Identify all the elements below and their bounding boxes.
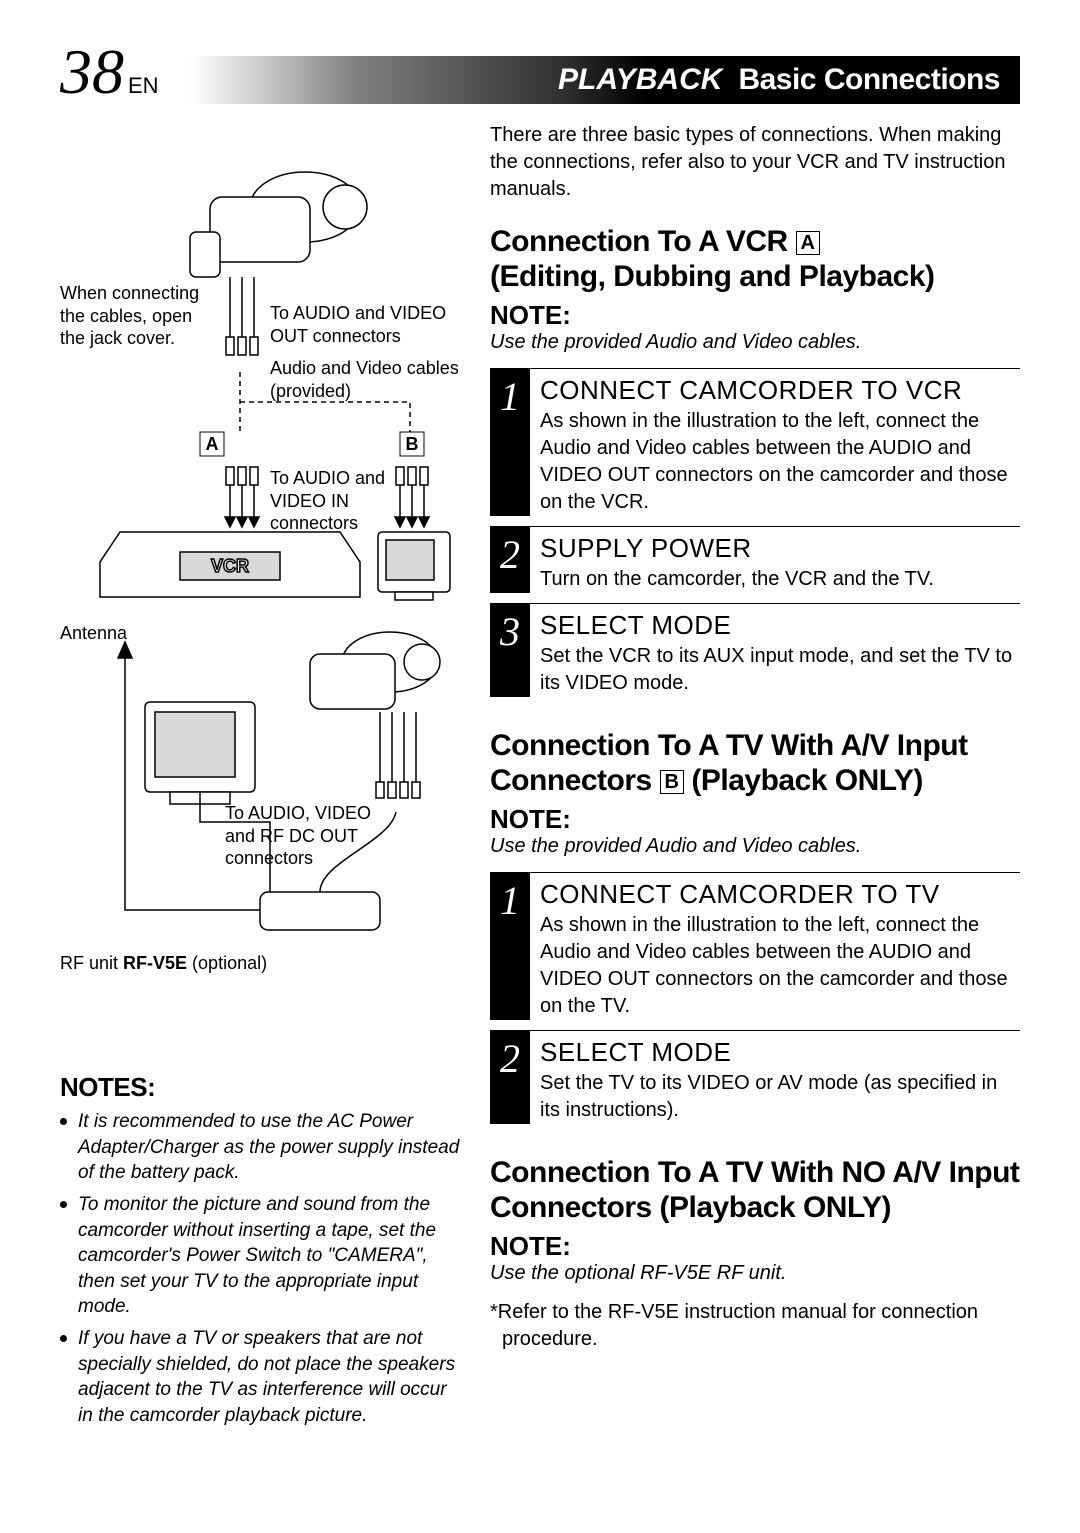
svg-text:B: B — [406, 434, 419, 454]
vcr-title-letter: A — [796, 231, 820, 255]
label-av-in: To AUDIO and VIDEO IN connectors — [270, 467, 410, 535]
vcr-step-1: 1 CONNECT CAMCORDER TO VCR As shown in t… — [490, 368, 1020, 516]
lang-code: EN — [128, 73, 159, 98]
label-jack-cover: When connecting the cables, open the jac… — [60, 282, 210, 350]
title-italic: PLAYBACK — [558, 63, 722, 97]
section-tv-av: Connection To A TV With A/V Input Connec… — [490, 729, 1020, 1124]
step-number: 2 — [490, 1031, 530, 1124]
title-plain: Basic Connections — [738, 63, 1000, 97]
label-cables: Audio and Video cables (provided) — [270, 357, 460, 402]
tvnoav-note-label: NOTE: — [490, 1231, 1020, 1262]
diagram-svg: A B — [60, 122, 460, 1042]
vcr-note-text: Use the provided Audio and Video cables. — [490, 331, 1020, 354]
vcr-note-label: NOTE: — [490, 300, 1020, 331]
tvnoav-note-text: Use the optional RF-V5E RF unit. — [490, 1262, 1020, 1285]
notes-heading: NOTES: — [60, 1072, 460, 1103]
step-text: Set the TV to its VIDEO or AV mode (as s… — [540, 1070, 1020, 1124]
rf-unit-model: RF-V5E — [123, 953, 187, 973]
section-vcr: Connection To A VCR A (Editing, Dubbing … — [490, 225, 1020, 697]
step-number: 1 — [490, 873, 530, 1020]
step-title: SUPPLY POWER — [540, 533, 1020, 564]
tvav-title-letter: B — [660, 770, 684, 794]
step-text: As shown in the illustration to the left… — [540, 912, 1020, 1020]
tvnoav-footnote: *Refer to the RF-V5E instruction manual … — [490, 1299, 1020, 1353]
step-number: 3 — [490, 604, 530, 697]
connection-diagram: A B — [60, 122, 460, 1042]
intro-text: There are three basic types of connectio… — [490, 122, 1020, 203]
note-item: If you have a TV or speakers that are no… — [60, 1326, 460, 1429]
tvav-step-1: 1 CONNECT CAMCORDER TO TV As shown in th… — [490, 872, 1020, 1020]
note-item: It is recommended to use the AC Power Ad… — [60, 1109, 460, 1186]
title-bar: PLAYBACK Basic Connections — [189, 56, 1020, 104]
step-text: As shown in the illustration to the left… — [540, 408, 1020, 516]
section-tv-noav: Connection To A TV With NO A/V Input Con… — [490, 1156, 1020, 1353]
section-tv-av-title: Connection To A TV With A/V Input Connec… — [490, 729, 1020, 798]
page-number-value: 38 — [60, 36, 124, 107]
page-header: 38EN PLAYBACK Basic Connections — [60, 40, 1020, 104]
step-number: 1 — [490, 369, 530, 516]
tvav-note-label: NOTE: — [490, 804, 1020, 835]
label-antenna: Antenna — [60, 622, 127, 645]
rf-unit-suffix: (optional) — [187, 953, 267, 973]
step-text: Turn on the camcorder, the VCR and the T… — [540, 566, 1020, 593]
tvav-note-text: Use the provided Audio and Video cables. — [490, 835, 1020, 858]
section-vcr-title: Connection To A VCR A (Editing, Dubbing … — [490, 225, 1020, 294]
vcr-title-before: Connection To A VCR — [490, 225, 796, 258]
tvav-title-after: (Playback ONLY) — [684, 764, 923, 797]
vcr-step-2: 2 SUPPLY POWER Turn on the camcorder, th… — [490, 526, 1020, 593]
vcr-title-line2: (Editing, Dubbing and Playback) — [490, 260, 935, 293]
label-av-out: To AUDIO and VIDEO OUT connectors — [270, 302, 460, 347]
svg-text:A: A — [206, 434, 219, 454]
rf-unit-prefix: RF unit — [60, 953, 123, 973]
step-title: SELECT MODE — [540, 610, 1020, 641]
section-tv-noav-title: Connection To A TV With NO A/V Input Con… — [490, 1156, 1020, 1225]
step-text: Set the VCR to its AUX input mode, and s… — [540, 643, 1020, 697]
label-rf-unit: RF unit RF-V5E (optional) — [60, 952, 267, 975]
step-number: 2 — [490, 527, 530, 593]
label-rf-out: To AUDIO, VIDEO and RF DC OUT connectors — [225, 802, 395, 870]
notes-list: It is recommended to use the AC Power Ad… — [60, 1109, 460, 1429]
page-number: 38EN — [60, 40, 159, 104]
vcr-step-3: 3 SELECT MODE Set the VCR to its AUX inp… — [490, 603, 1020, 697]
step-title: SELECT MODE — [540, 1037, 1020, 1068]
tvav-step-2: 2 SELECT MODE Set the TV to its VIDEO or… — [490, 1030, 1020, 1124]
step-title: CONNECT CAMCORDER TO TV — [540, 879, 1020, 910]
step-title: CONNECT CAMCORDER TO VCR — [540, 375, 1020, 406]
note-item: To monitor the picture and sound from th… — [60, 1192, 460, 1320]
svg-text:VCR: VCR — [211, 556, 249, 576]
